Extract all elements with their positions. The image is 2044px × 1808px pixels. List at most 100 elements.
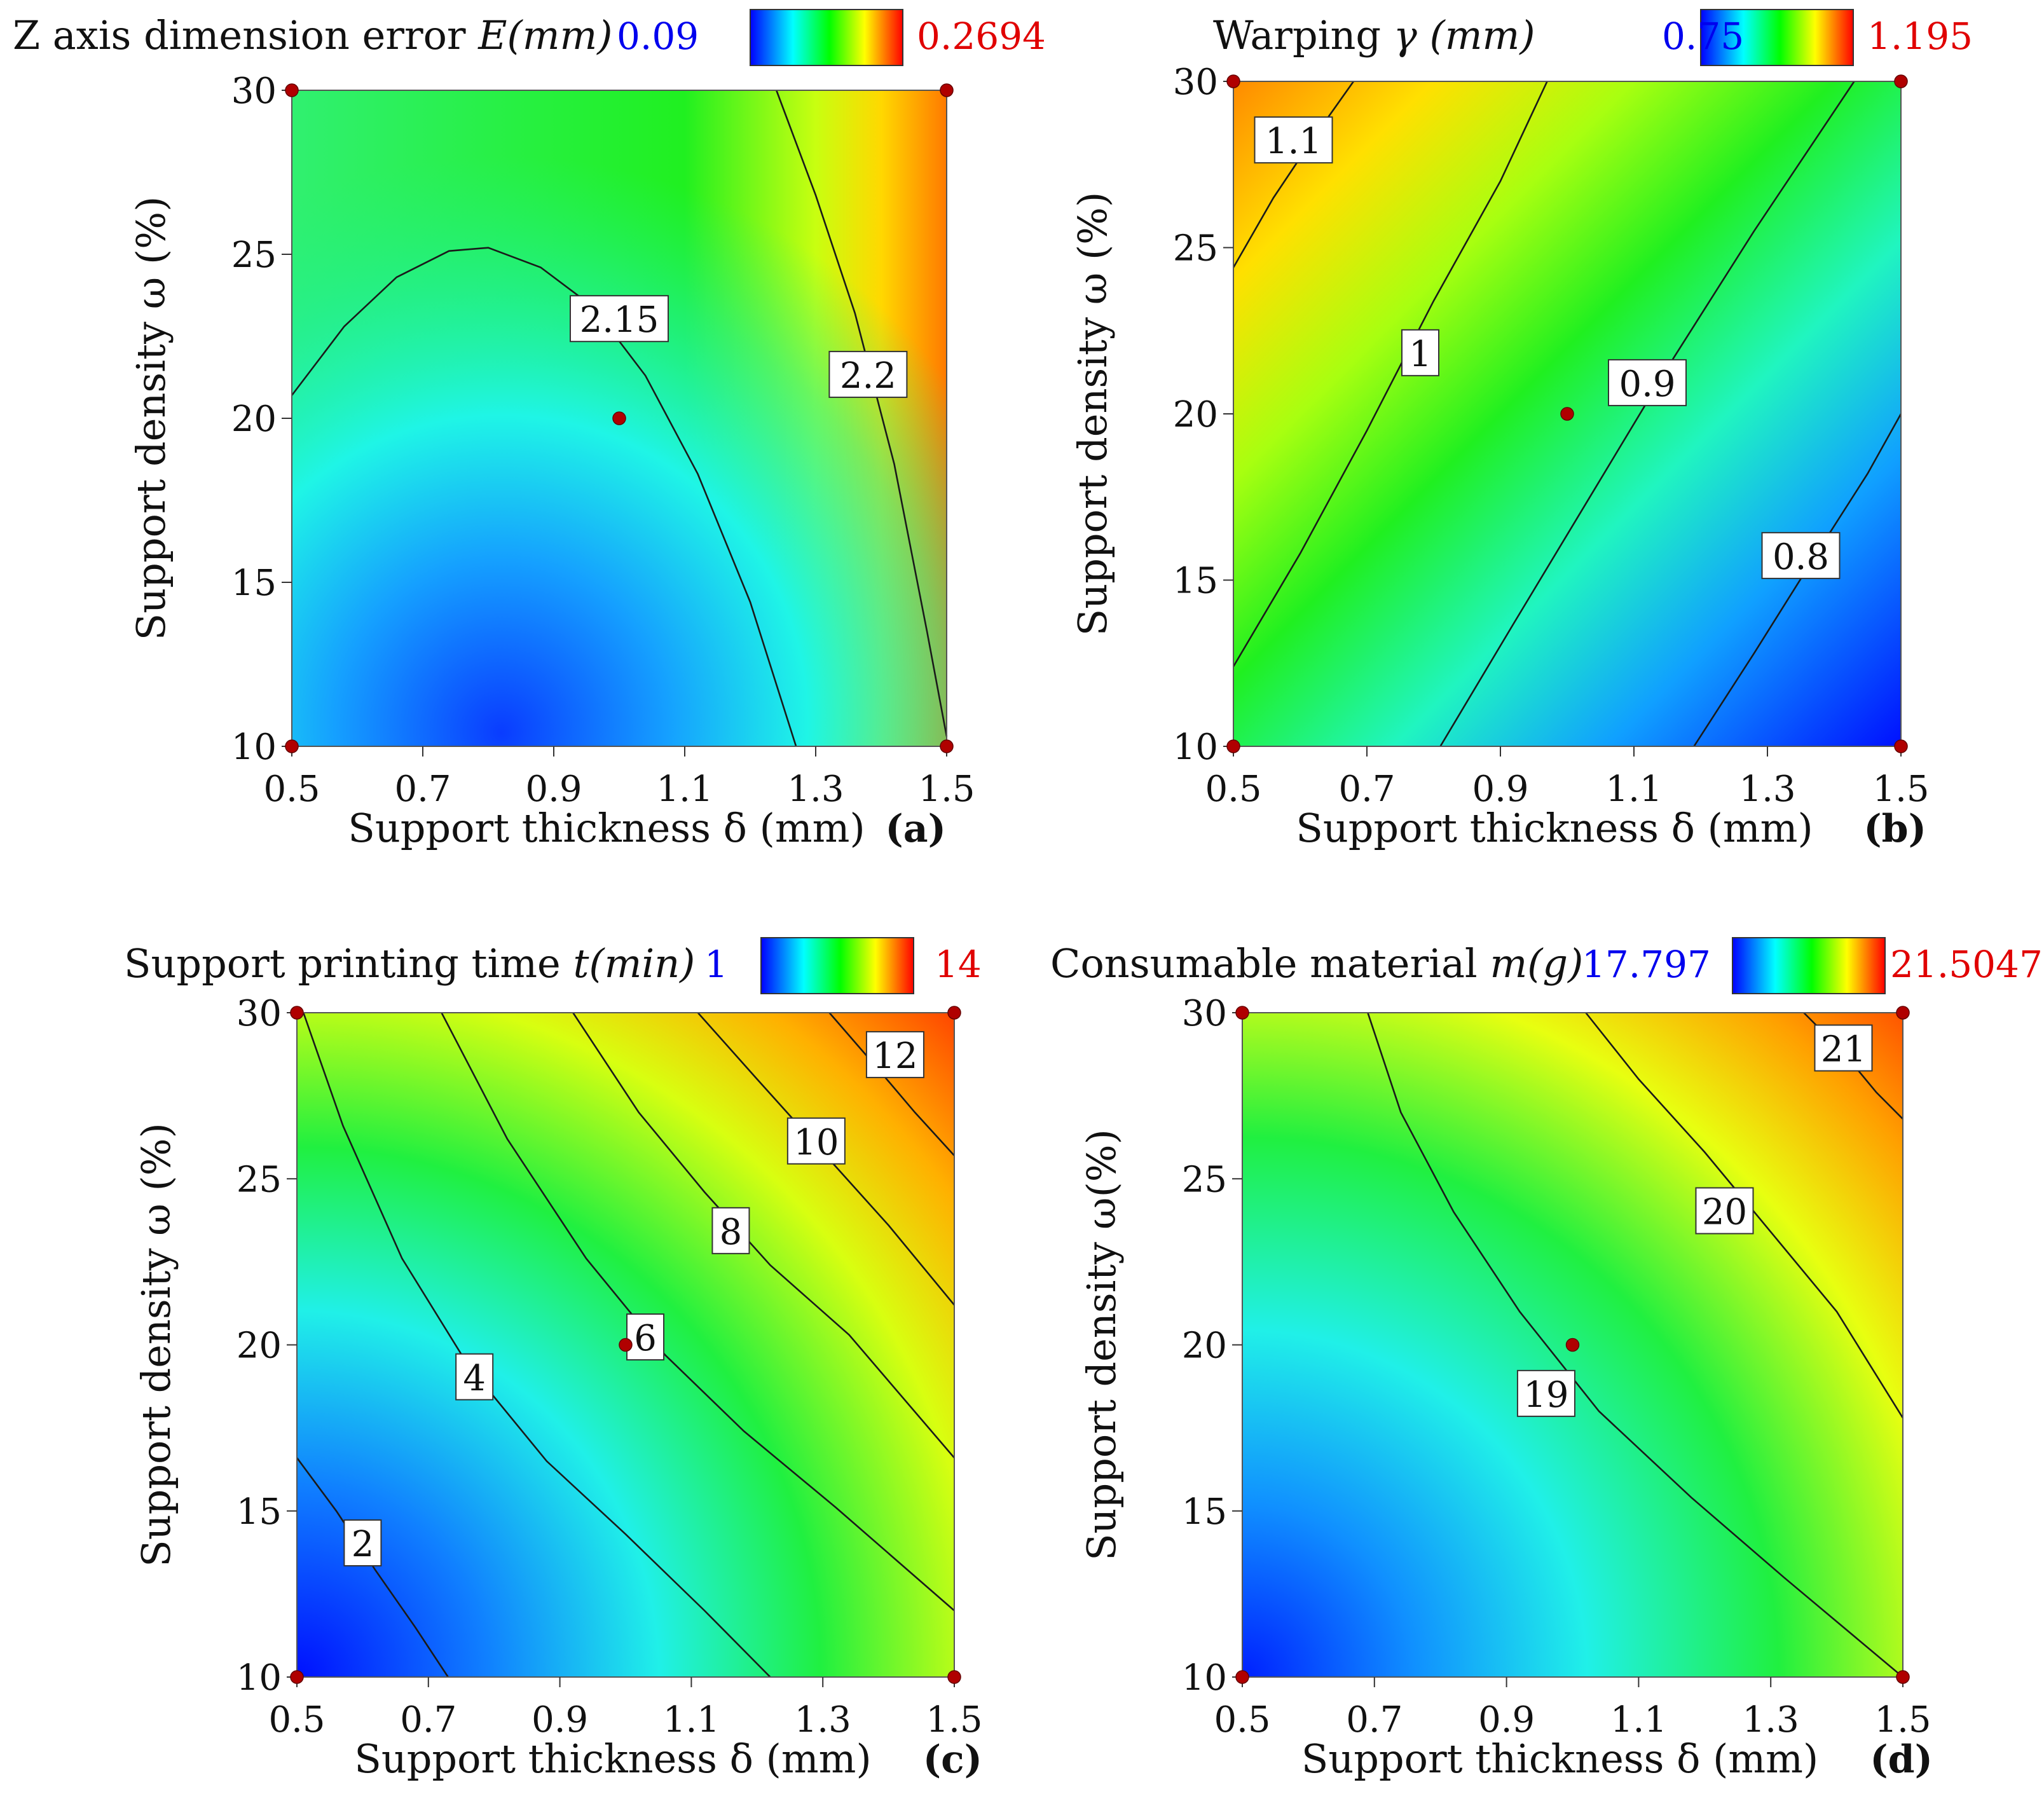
colorbar-max-label: 14 xyxy=(935,943,982,986)
x-tick-label: 1.3 xyxy=(795,1699,851,1741)
design-point xyxy=(1226,74,1240,88)
contour-line xyxy=(828,1012,955,1156)
contour-label-box xyxy=(1608,359,1687,406)
y-axis-label: Support density ω(%) xyxy=(1078,1129,1125,1561)
x-axis-label: Support thickness δ (mm) xyxy=(354,1736,871,1782)
y-tick-label: 20 xyxy=(1173,394,1218,435)
chart-panel-1: 2.15 2.2 0.5 0.7 0.9 1.1 1.3 1.5 10 15 20 25 30 Suppo… xyxy=(13,9,1046,851)
contour-label: 10 xyxy=(793,1122,839,1163)
colorbar-min-label: 1 xyxy=(704,943,728,986)
contour-label-box xyxy=(570,295,669,343)
chart-title: Warping γ (mm) xyxy=(1213,12,1535,58)
design-point xyxy=(940,739,954,753)
y-tick-label: 30 xyxy=(1173,62,1218,103)
colorbar xyxy=(1700,9,1854,66)
design-point xyxy=(285,739,299,753)
contour-label: 1 xyxy=(1409,334,1432,375)
design-point xyxy=(1896,1006,1910,1020)
design-point xyxy=(1235,1670,1249,1684)
contour-line xyxy=(1232,81,1355,268)
contour-label-box xyxy=(786,1117,846,1165)
chart-panel-3: 2 4 6 8 10 12 0.5 0.7 0.9 1.1 1.3 1.5 10 15 20 25 30 Supp… xyxy=(124,937,983,1782)
colorbar xyxy=(760,937,914,994)
x-tick-label: 0.9 xyxy=(532,1699,588,1741)
y-tick-label: 20 xyxy=(1182,1325,1227,1367)
y-tick-label: 30 xyxy=(237,993,282,1034)
y-tick-label: 10 xyxy=(237,1657,282,1699)
contour-label: 2.2 xyxy=(840,355,896,397)
chart-title-symbol: E(mm) xyxy=(477,12,612,58)
panel-label: (c) xyxy=(923,1737,982,1782)
y-tick-label: 15 xyxy=(231,563,277,604)
contour-line xyxy=(303,1012,771,1678)
contour-label: 6 xyxy=(634,1318,657,1359)
x-tick-label: 1.5 xyxy=(926,1699,982,1741)
contour-label: 0.9 xyxy=(1619,364,1675,405)
panel-label: (a) xyxy=(885,807,946,851)
design-point xyxy=(1894,739,1908,753)
contour-label-box xyxy=(1516,1369,1575,1417)
design-point xyxy=(1560,407,1574,421)
design-point xyxy=(1896,1670,1910,1684)
x-tick-label: 1.3 xyxy=(787,769,844,810)
chart-title: Consumable material m(g) xyxy=(1050,940,1583,987)
contour-line xyxy=(441,1012,955,1612)
panel-label: (d) xyxy=(1870,1737,1933,1782)
contour-label-box xyxy=(1761,531,1841,579)
y-tick-label: 15 xyxy=(1173,561,1218,602)
contour-label: 21 xyxy=(1821,1029,1866,1070)
design-point xyxy=(285,83,299,97)
chart-title-symbol: γ (mm) xyxy=(1394,12,1535,58)
chart-title: Z axis dimension error E(mm) xyxy=(13,12,612,58)
x-tick-label: 0.7 xyxy=(1346,1699,1403,1741)
x-tick-label: 0.7 xyxy=(400,1699,456,1741)
y-tick-label: 30 xyxy=(1182,993,1227,1034)
x-tick-label: 0.7 xyxy=(1338,769,1395,810)
design-point xyxy=(1894,74,1908,88)
design-point xyxy=(619,1338,633,1352)
y-tick-label: 10 xyxy=(231,727,277,768)
x-tick-label: 1.1 xyxy=(1610,1699,1667,1741)
contour-label-box xyxy=(343,1519,382,1566)
x-tick-label: 0.5 xyxy=(268,1699,325,1741)
contour-label-box xyxy=(1814,1024,1873,1072)
panel-label: (b) xyxy=(1863,807,1926,851)
y-tick-label: 25 xyxy=(237,1159,282,1200)
x-tick-label: 0.5 xyxy=(1214,1699,1270,1741)
colorbar xyxy=(1732,937,1886,994)
contour-label-box xyxy=(455,1353,494,1401)
y-axis-label: Support density ω (%) xyxy=(133,1123,179,1567)
y-tick-label: 10 xyxy=(1182,1657,1227,1699)
design-point xyxy=(290,1006,304,1020)
chart-panel-4: 19 20 21 0.5 0.7 0.9 1.1 1.3 1.5 10 15 20 25 30 Suppor… xyxy=(1050,937,2043,1782)
y-axis-label: Support density ω (%) xyxy=(128,196,174,641)
x-axis-label: Support thickness δ (mm) xyxy=(348,805,865,851)
y-tick-label: 10 xyxy=(1173,727,1218,768)
colorbar-min-label: 0.75 xyxy=(1662,15,1744,58)
contour-line xyxy=(1439,81,1855,747)
x-tick-label: 1.5 xyxy=(1874,1699,1931,1741)
x-tick-label: 1.1 xyxy=(656,769,713,810)
colorbar-min-label: 0.09 xyxy=(617,15,699,58)
contour-label-box xyxy=(828,350,908,398)
chart-panel-2: 1.1 1 0.9 0.8 0.5 0.7 0.9 1.1 1.3 1.5 10 15 20 25 30 Su… xyxy=(1069,9,1973,851)
contour-label: 19 xyxy=(1523,1374,1568,1416)
colorbar-max-label: 21.5047 xyxy=(1890,943,2043,986)
contour-label-box xyxy=(1254,116,1333,164)
x-tick-label: 1.3 xyxy=(1739,769,1795,810)
contour-line xyxy=(1367,1012,1903,1678)
chart-title: Support printing time t(min) xyxy=(124,940,695,987)
design-point xyxy=(940,83,954,97)
contour-label-box xyxy=(1695,1187,1754,1235)
x-tick-label: 0.5 xyxy=(1205,769,1261,810)
y-tick-label: 15 xyxy=(237,1491,282,1533)
contour-label-box xyxy=(865,1031,924,1078)
x-tick-label: 0.7 xyxy=(394,769,451,810)
contour-label: 20 xyxy=(1702,1192,1747,1233)
design-point xyxy=(947,1006,961,1020)
y-tick-label: 25 xyxy=(1173,228,1218,270)
design-point xyxy=(1226,739,1240,753)
y-tick-label: 25 xyxy=(231,235,277,276)
design-point xyxy=(1565,1338,1580,1352)
